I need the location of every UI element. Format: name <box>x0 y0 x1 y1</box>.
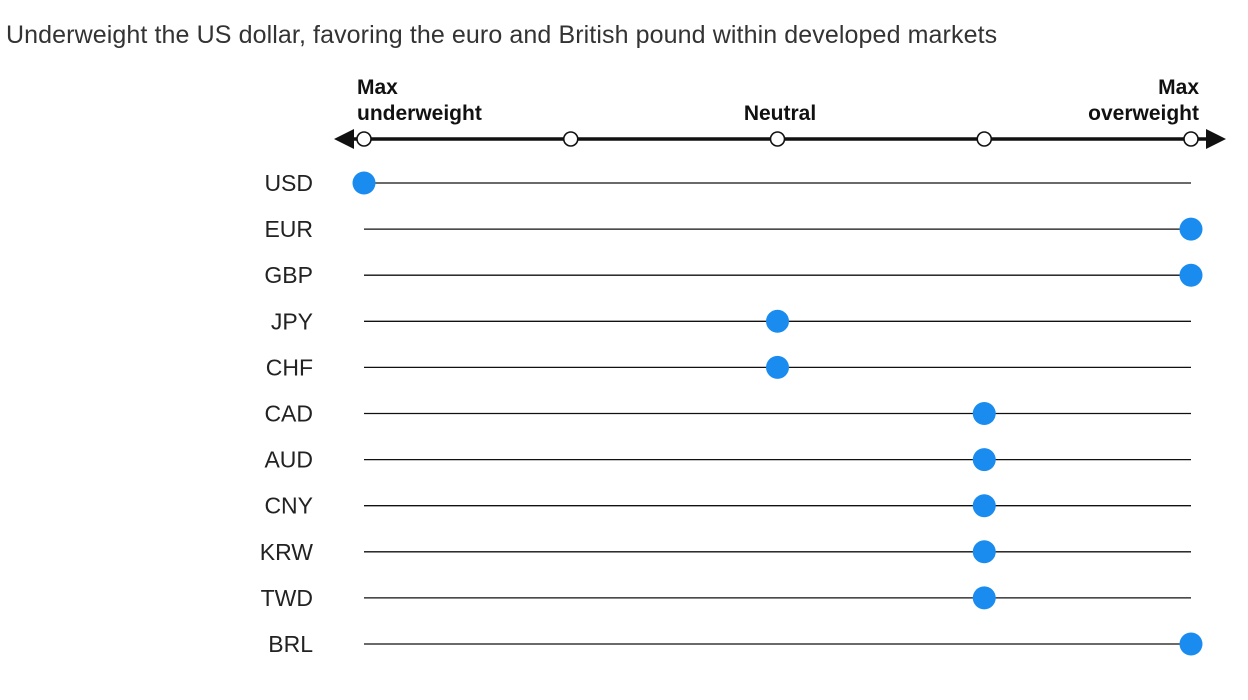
max-underweight-label-line1: Max <box>357 76 398 99</box>
max-overweight-label-line1: Max <box>1158 76 1199 99</box>
category-label: TWD <box>261 585 313 611</box>
position-dot-krw <box>972 540 996 564</box>
category-label: EUR <box>264 216 313 242</box>
left-arrow-icon <box>334 129 354 149</box>
chart-title: Underweight the US dollar, favoring the … <box>6 21 998 49</box>
position-dot-twd <box>972 586 996 610</box>
category-label: CNY <box>264 493 313 519</box>
max-underweight-label-line2: underweight <box>357 102 482 125</box>
position-dot-aud <box>972 448 996 472</box>
category-label: CAD <box>264 401 313 427</box>
row-jpy: JPY <box>271 308 1191 334</box>
max-overweight-label-line2: overweight <box>1088 102 1199 125</box>
neutral-label: Neutral <box>744 102 816 125</box>
row-krw: KRW <box>260 539 1191 565</box>
position-dot-chf <box>766 355 789 379</box>
category-label: USD <box>264 170 313 196</box>
position-dot-cny <box>972 494 996 518</box>
row-usd: USD <box>264 170 1191 196</box>
position-dot-jpy <box>766 309 789 333</box>
category-label: BRL <box>268 631 313 657</box>
row-cad: CAD <box>264 401 1191 427</box>
scale-tick-marker <box>1183 131 1199 147</box>
scale-tick-marker <box>356 131 372 147</box>
scale-tick-marker <box>769 131 786 147</box>
row-gbp: GBP <box>264 262 1203 288</box>
position-dot-cad <box>972 402 996 425</box>
category-label: KRW <box>260 539 314 565</box>
right-arrow-icon <box>1206 129 1226 149</box>
category-label: AUD <box>264 447 313 473</box>
position-dot-usd <box>352 171 376 195</box>
scale-tick-marker <box>562 131 579 147</box>
category-label: GBP <box>264 262 313 288</box>
row-cny: CNY <box>264 493 1191 519</box>
row-brl: BRL <box>268 631 1203 657</box>
position-dot-gbp <box>1179 263 1203 287</box>
row-chf: CHF <box>266 354 1191 380</box>
row-twd: TWD <box>261 585 1191 611</box>
category-label: JPY <box>271 308 313 334</box>
row-aud: AUD <box>264 447 1191 473</box>
position-dot-brl <box>1179 632 1203 656</box>
scale-tick-marker <box>976 131 993 147</box>
category-label: CHF <box>266 354 313 380</box>
position-dot-eur <box>1179 217 1203 241</box>
row-eur: EUR <box>264 216 1203 242</box>
